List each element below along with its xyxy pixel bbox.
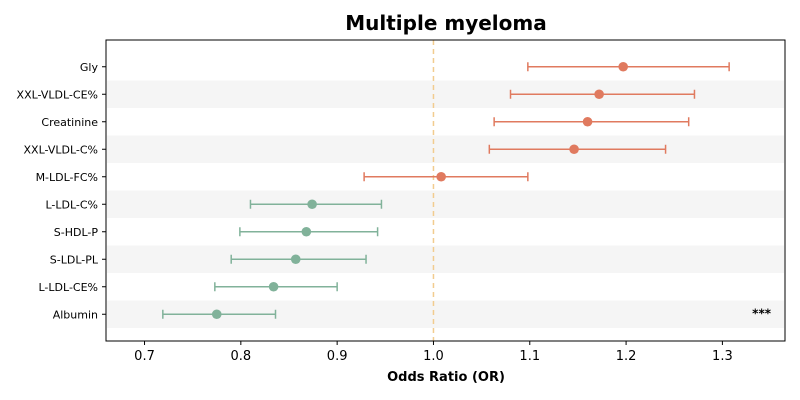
x-tick-label: 0.9 bbox=[327, 349, 348, 364]
y-tick-label: Gly bbox=[80, 61, 99, 74]
error-bar bbox=[363, 172, 529, 182]
row-band bbox=[107, 135, 784, 163]
or-point bbox=[268, 281, 279, 292]
x-tick-label: 0.8 bbox=[230, 349, 251, 364]
x-axis-ticks: 0.7 0.8 0.9 1.0 1.1 1.2 1.3 bbox=[134, 341, 733, 364]
x-tick-label: 1.3 bbox=[712, 349, 733, 364]
or-point bbox=[211, 309, 222, 320]
y-tick-label: L-LDL-C% bbox=[45, 198, 98, 211]
or-point bbox=[594, 89, 604, 100]
or-point bbox=[618, 61, 628, 72]
or-point bbox=[290, 254, 301, 265]
y-tick-label: L-LDL-CE% bbox=[39, 281, 99, 294]
or-point bbox=[569, 144, 579, 155]
row-bands bbox=[107, 80, 784, 328]
error-bar bbox=[527, 62, 730, 72]
or-point bbox=[582, 116, 593, 127]
or-point bbox=[301, 226, 312, 237]
y-tick-label: S-HDL-P bbox=[54, 226, 99, 239]
y-axis-labels: Gly XXL-VLDL-CE% Creatinine XXL-VLDL-C% M-LD… bbox=[17, 61, 106, 321]
x-tick-label: 1.1 bbox=[519, 349, 540, 364]
row-band bbox=[107, 190, 784, 218]
y-tick-label: Creatinine bbox=[41, 116, 98, 129]
y-tick-label: S-LDL-PL bbox=[50, 253, 99, 266]
chart-title: Multiple myeloma bbox=[345, 11, 546, 35]
x-tick-label: 1.2 bbox=[616, 349, 637, 364]
x-tick-label: 1.0 bbox=[423, 349, 444, 364]
significance-stars: *** bbox=[752, 306, 772, 320]
plot-frame bbox=[105, 39, 786, 342]
x-axis-label: Odds Ratio (OR) bbox=[387, 370, 505, 385]
x-tick-label: 0.7 bbox=[134, 349, 155, 364]
y-tick-label: XXL-VLDL-CE% bbox=[17, 88, 98, 101]
row-band bbox=[107, 245, 784, 273]
odds-ratio-points bbox=[211, 61, 628, 320]
y-tick-label: Albumin bbox=[53, 308, 98, 321]
y-tick-label: XXL-VLDL-C% bbox=[24, 143, 99, 156]
or-point bbox=[436, 171, 446, 182]
significance-annotations: *** bbox=[752, 306, 772, 320]
or-point bbox=[307, 199, 317, 210]
y-tick-label: M-LDL-FC% bbox=[36, 171, 98, 184]
